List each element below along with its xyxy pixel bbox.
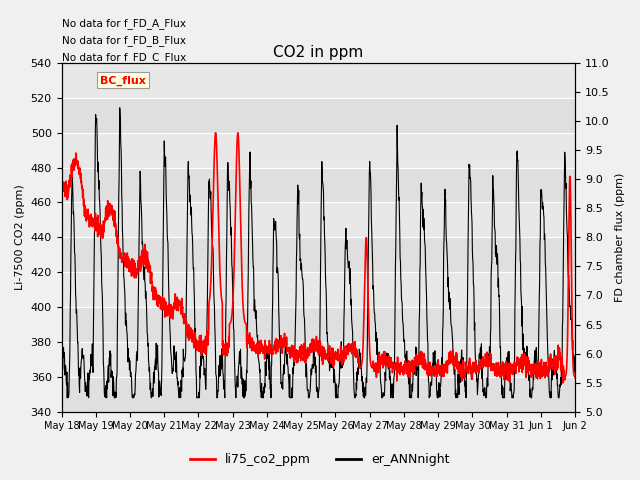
Y-axis label: Li-7500 CO2 (ppm): Li-7500 CO2 (ppm) [15,184,25,290]
Text: BC_flux: BC_flux [100,75,146,85]
Bar [61,238,575,272]
Y-axis label: FD chamber flux (ppm): FD chamber flux (ppm) [615,173,625,302]
Bar [61,168,575,203]
Title: CO2 in ppm: CO2 in ppm [273,46,364,60]
Bar [61,377,575,412]
Text: No data for f_FD_B_Flux: No data for f_FD_B_Flux [61,35,186,46]
Text: No data for f_FD_C_Flux: No data for f_FD_C_Flux [61,53,186,63]
Bar [61,98,575,133]
Legend: li75_co2_ppm, er_ANNnight: li75_co2_ppm, er_ANNnight [186,448,454,471]
Bar [61,307,575,342]
Text: No data for f_FD_A_Flux: No data for f_FD_A_Flux [61,18,186,29]
